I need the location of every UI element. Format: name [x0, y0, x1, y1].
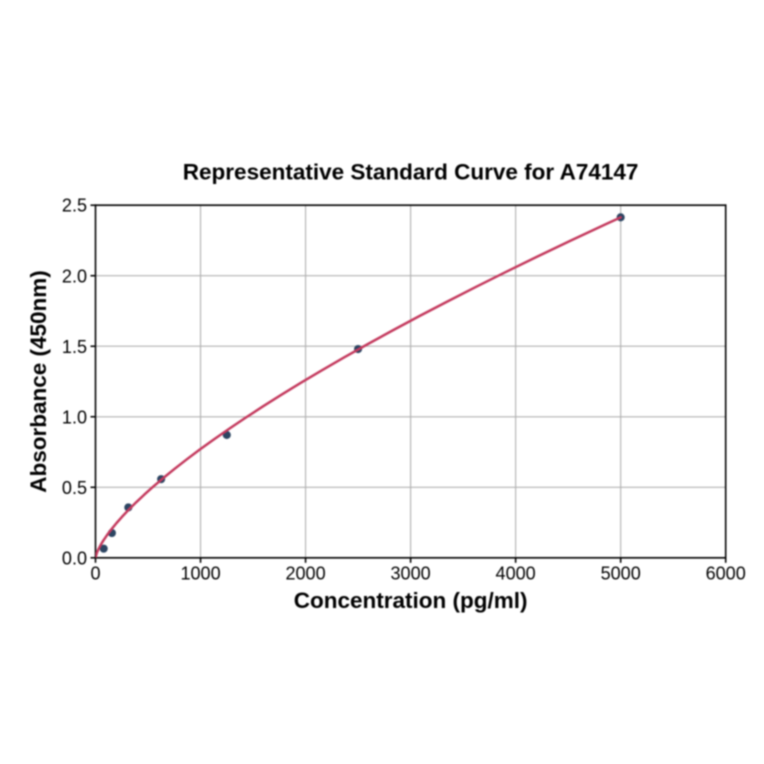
svg-text:6000: 6000 [706, 563, 746, 583]
svg-text:0.5: 0.5 [62, 478, 87, 498]
svg-text:0: 0 [90, 563, 100, 583]
svg-text:5000: 5000 [601, 563, 641, 583]
svg-text:2000: 2000 [285, 563, 325, 583]
svg-text:Absorbance (450nm): Absorbance (450nm) [26, 270, 51, 493]
svg-text:Representative Standard Curve: Representative Standard Curve for A74147 [183, 160, 639, 185]
svg-text:0.0: 0.0 [62, 548, 87, 568]
svg-text:Concentration (pg/ml): Concentration (pg/ml) [294, 588, 528, 613]
svg-text:1000: 1000 [180, 563, 220, 583]
svg-text:2.0: 2.0 [62, 266, 87, 286]
svg-text:3000: 3000 [391, 563, 431, 583]
svg-text:1.5: 1.5 [62, 337, 87, 357]
svg-text:4000: 4000 [496, 563, 536, 583]
svg-text:1.0: 1.0 [62, 407, 87, 427]
svg-text:2.5: 2.5 [62, 196, 87, 216]
